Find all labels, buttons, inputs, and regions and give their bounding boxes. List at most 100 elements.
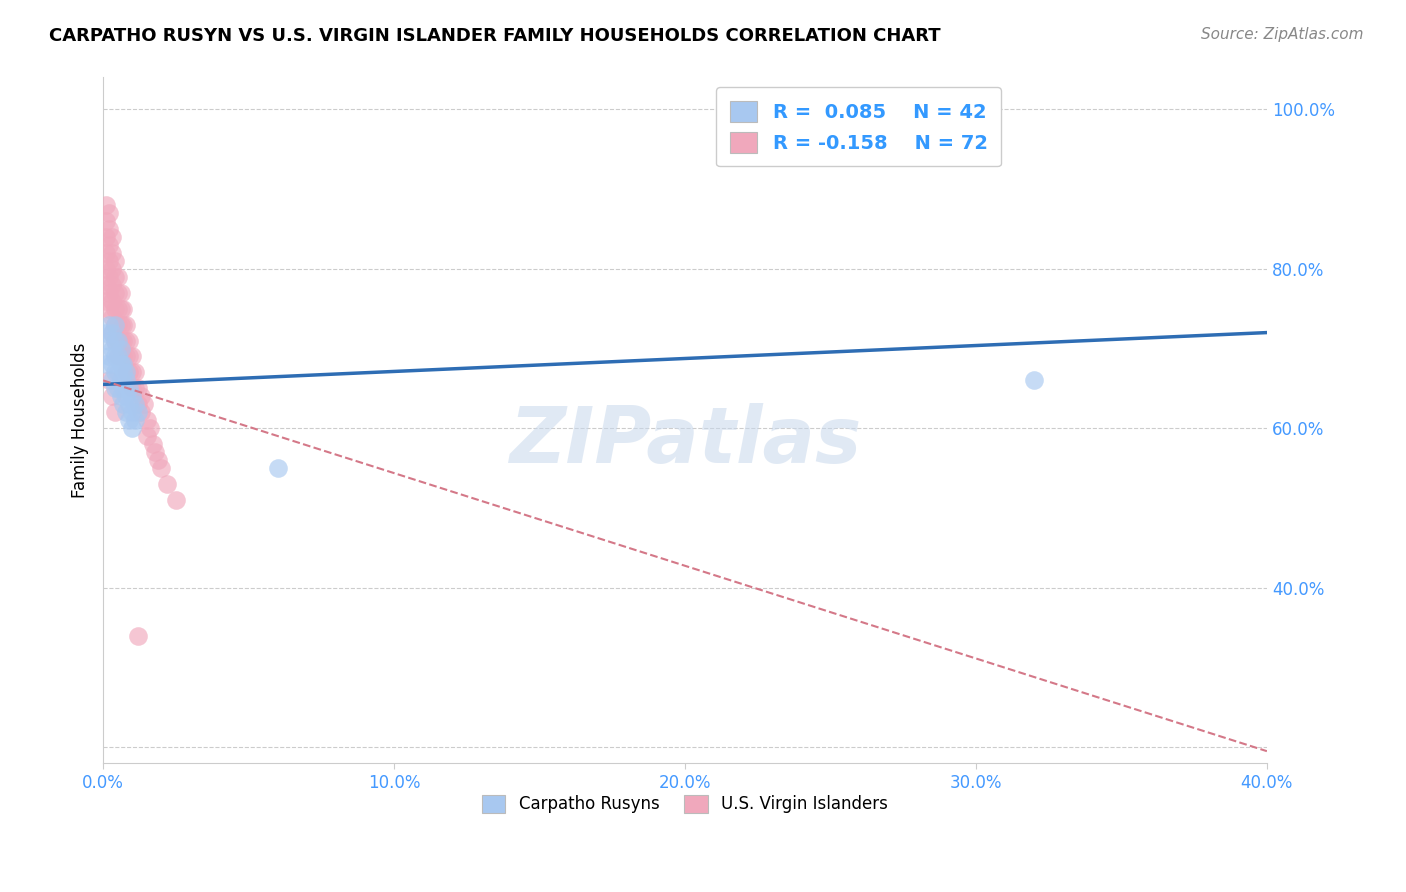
Point xyxy=(97,269,120,284)
Point xyxy=(104,318,127,332)
Point xyxy=(112,381,135,395)
Point xyxy=(94,277,117,292)
Point xyxy=(124,381,146,395)
Point xyxy=(110,350,132,364)
Point xyxy=(104,318,127,332)
Point xyxy=(121,350,143,364)
Point xyxy=(101,326,124,340)
Text: Source: ZipAtlas.com: Source: ZipAtlas.com xyxy=(1201,27,1364,42)
Point xyxy=(107,318,129,332)
Point xyxy=(124,366,146,380)
Point xyxy=(118,366,141,380)
Point xyxy=(94,293,117,308)
Point xyxy=(115,350,138,364)
Point xyxy=(129,389,152,403)
Point xyxy=(104,285,127,300)
Point xyxy=(101,245,124,260)
Point xyxy=(101,277,124,292)
Point xyxy=(104,269,127,284)
Point xyxy=(104,366,127,380)
Point xyxy=(124,397,146,411)
Point xyxy=(97,253,120,268)
Point xyxy=(94,326,117,340)
Point xyxy=(115,405,138,419)
Point xyxy=(101,293,124,308)
Point xyxy=(118,397,141,411)
Point xyxy=(104,334,127,348)
Point xyxy=(104,334,127,348)
Text: CARPATHO RUSYN VS U.S. VIRGIN ISLANDER FAMILY HOUSEHOLDS CORRELATION CHART: CARPATHO RUSYN VS U.S. VIRGIN ISLANDER F… xyxy=(49,27,941,45)
Point xyxy=(110,373,132,387)
Point xyxy=(118,381,141,395)
Point xyxy=(115,366,138,380)
Point xyxy=(97,318,120,332)
Point xyxy=(104,350,127,364)
Point xyxy=(101,342,124,356)
Point xyxy=(156,477,179,491)
Point xyxy=(267,461,290,475)
Point xyxy=(104,381,127,395)
Point xyxy=(94,261,117,276)
Point xyxy=(121,421,143,435)
Point xyxy=(97,238,120,252)
Point xyxy=(110,334,132,348)
Point xyxy=(112,350,135,364)
Point xyxy=(112,301,135,316)
Point xyxy=(148,453,170,467)
Point xyxy=(94,358,117,372)
Point xyxy=(97,350,120,364)
Point xyxy=(104,301,127,316)
Point xyxy=(127,405,149,419)
Point xyxy=(110,301,132,316)
Point xyxy=(112,358,135,372)
Point xyxy=(115,373,138,387)
Point xyxy=(118,334,141,348)
Point xyxy=(97,222,120,236)
Point xyxy=(94,245,117,260)
Point xyxy=(165,493,187,508)
Point xyxy=(127,629,149,643)
Point xyxy=(135,413,157,427)
Point xyxy=(110,342,132,356)
Point xyxy=(104,253,127,268)
Point xyxy=(107,285,129,300)
Point xyxy=(101,230,124,244)
Legend: Carpatho Rusyns, U.S. Virgin Islanders: Carpatho Rusyns, U.S. Virgin Islanders xyxy=(472,785,898,823)
Point xyxy=(127,397,149,411)
Point xyxy=(121,389,143,403)
Point xyxy=(142,437,165,451)
Point xyxy=(94,198,117,212)
Point xyxy=(101,389,124,403)
Point xyxy=(107,366,129,380)
Point xyxy=(124,413,146,427)
Point xyxy=(94,214,117,228)
Point xyxy=(129,405,152,419)
Point xyxy=(121,366,143,380)
Point xyxy=(107,350,129,364)
Point xyxy=(115,389,138,403)
Point xyxy=(138,421,160,435)
Point xyxy=(101,261,124,276)
Point xyxy=(132,397,155,411)
Point xyxy=(135,429,157,443)
Point xyxy=(101,358,124,372)
Point xyxy=(94,230,117,244)
Point xyxy=(1024,373,1046,387)
Point xyxy=(107,334,129,348)
Point xyxy=(110,285,132,300)
Point xyxy=(110,358,132,372)
Point xyxy=(97,285,120,300)
Point xyxy=(107,381,129,395)
Point xyxy=(121,405,143,419)
Point xyxy=(118,413,141,427)
Point xyxy=(112,318,135,332)
Point xyxy=(115,334,138,348)
Point xyxy=(115,318,138,332)
Point xyxy=(112,366,135,380)
Point xyxy=(97,373,120,387)
Point xyxy=(150,461,173,475)
Point xyxy=(104,405,127,419)
Point xyxy=(145,445,167,459)
Point xyxy=(97,334,120,348)
Point xyxy=(107,301,129,316)
